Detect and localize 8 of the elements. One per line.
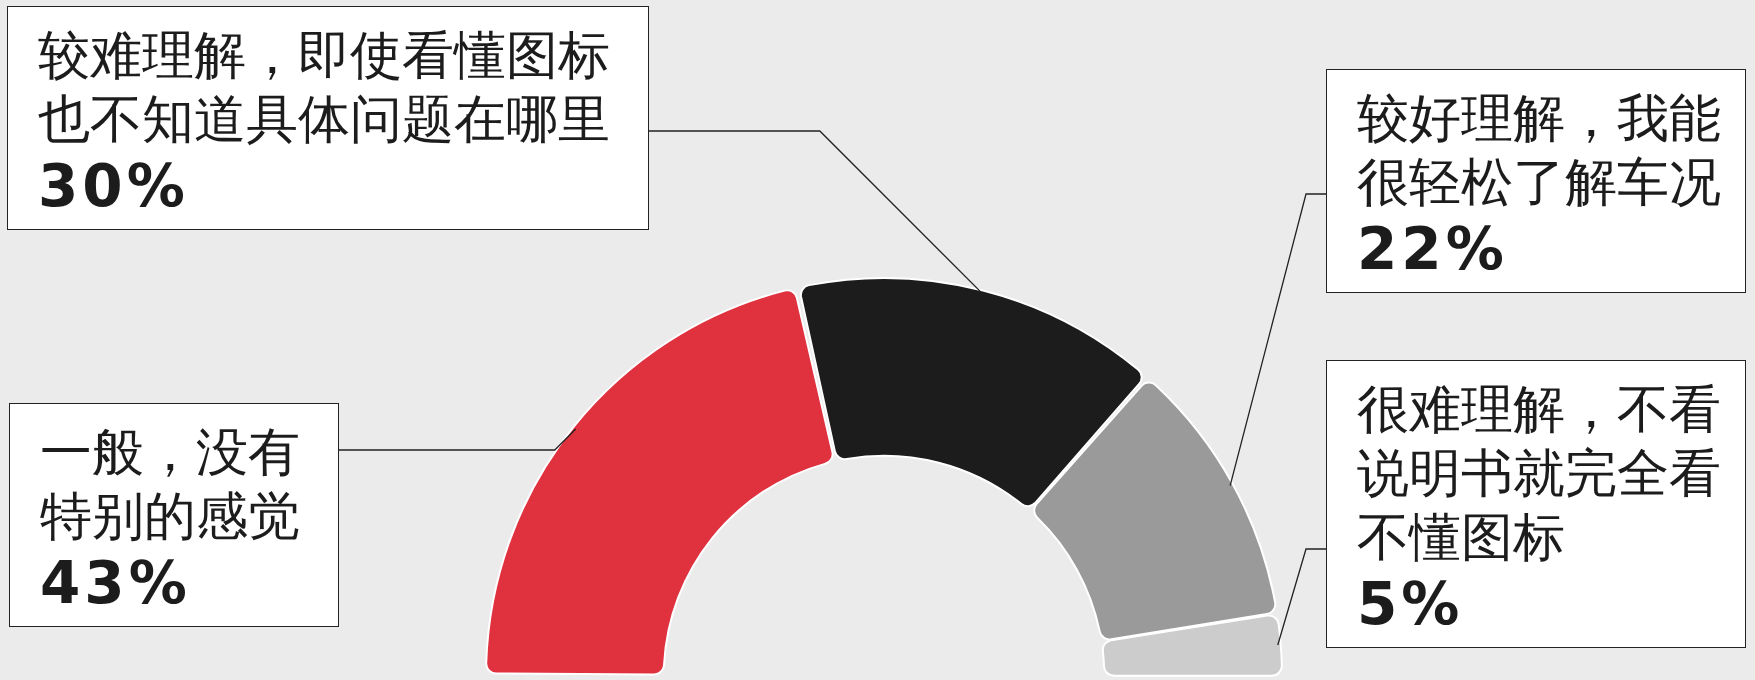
- slice-label: 一般，没有特别的感觉: [40, 421, 301, 548]
- slice-label: 较难理解，即使看懂图标也不知道具体问题在哪里: [38, 24, 611, 151]
- slice-label: 较好理解，我能很轻松了解车况: [1357, 87, 1722, 214]
- slice-label: 很难理解，不看说明书就完全看不懂图标: [1357, 378, 1722, 569]
- data-label: 43%: [40, 548, 192, 618]
- data-label: 30%: [38, 151, 190, 221]
- data-label: 22%: [1357, 214, 1509, 284]
- data-label: 5%: [1357, 569, 1465, 639]
